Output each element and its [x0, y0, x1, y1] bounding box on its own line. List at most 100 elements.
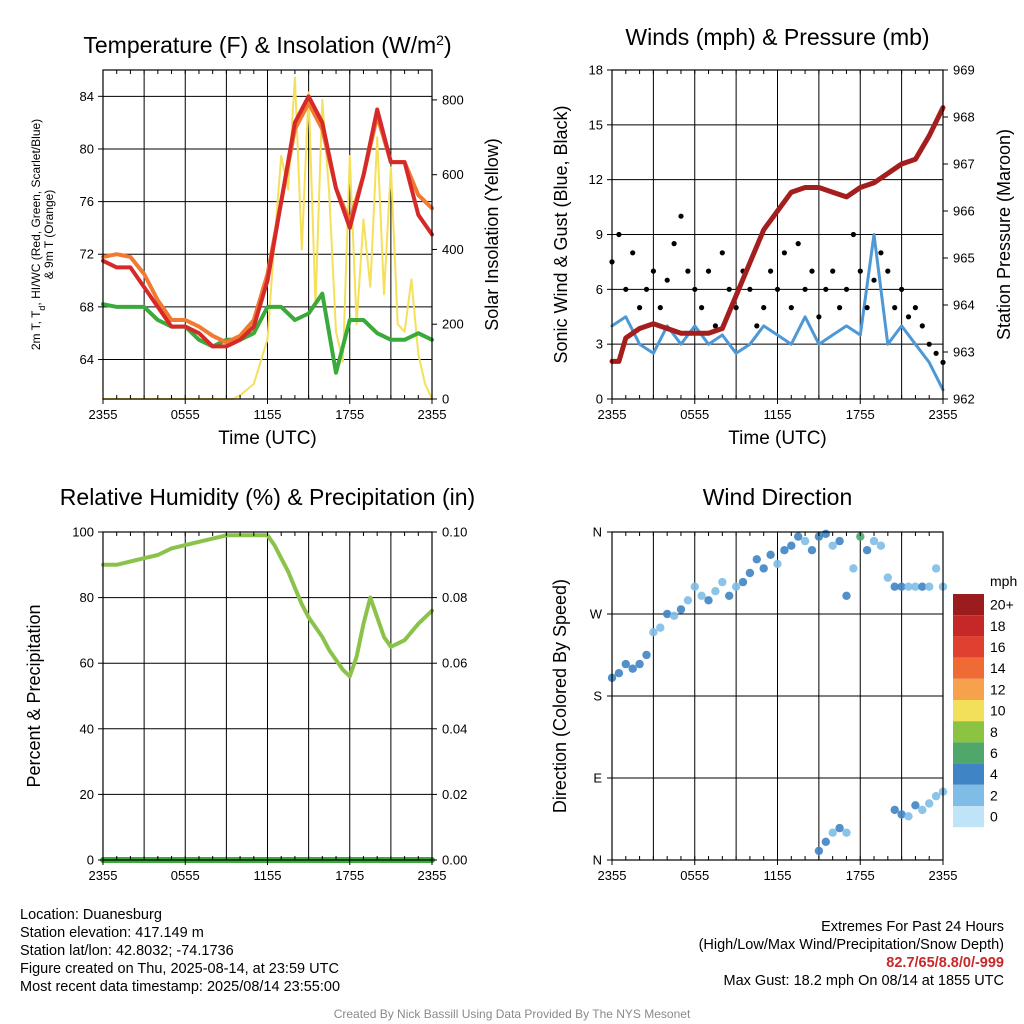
y2-tick-label: 968 — [953, 110, 975, 125]
y2-tick-label: 963 — [953, 345, 975, 360]
y-tick-label: W — [590, 607, 603, 622]
gust-point — [809, 268, 815, 274]
y2-tick-label: 966 — [953, 204, 975, 219]
direction-point — [835, 823, 844, 833]
gust-point — [774, 286, 781, 292]
colorbar-swatch — [953, 806, 984, 828]
y-tick-label: 80 — [80, 141, 94, 156]
gust-point — [878, 250, 884, 256]
max-gust-text: Max Gust: 18.2 mph On 08/14 at 1855 UTC — [723, 973, 1004, 989]
panel-2: 2355 0555 1155 1755 2355 Winds (mph) & Pressu… — [551, 24, 1014, 449]
x-tick-label: 1755 — [335, 868, 364, 883]
y2-axis-label: Station Pressure (Maroon) — [994, 129, 1014, 340]
y2-tick-label: 0 — [442, 392, 449, 407]
title-superscript: 2 — [436, 32, 444, 48]
direction-point — [856, 532, 865, 541]
colorbar-swatch — [953, 657, 984, 679]
gust-point — [933, 350, 939, 356]
gust-point — [885, 268, 891, 274]
extremes-subtitle: (High/Low/Max Wind/Precipitation/Snow De… — [698, 937, 1004, 953]
direction-point — [814, 846, 824, 856]
panel-title: Relative Humidity (%) & Precipitation (i… — [60, 484, 475, 510]
title-text-end: ) — [444, 32, 452, 58]
x-tick-label: 1755 — [846, 868, 875, 883]
x-axis-label: Time (UTC) — [728, 428, 827, 449]
gust-point — [650, 268, 657, 274]
x-tick-label: 0555 — [171, 868, 200, 883]
panel-4: 2355 0555 1155 1755 2355 Wind Direction N E S W N D… — [550, 484, 1017, 883]
x-tick-label: 0555 — [171, 407, 200, 422]
x-tick-label: 2355 — [929, 407, 958, 422]
x-tick-label: 2355 — [929, 868, 958, 883]
y-tick-label: 40 — [80, 721, 94, 736]
direction-point — [752, 555, 761, 564]
gust-point — [747, 286, 753, 292]
gust-point — [754, 323, 760, 329]
gust-point — [788, 305, 794, 311]
elevation-text: Station elevation: 417.149 m — [20, 925, 204, 941]
panel-3: 2355 0555 1155 1755 2355 Relative Humidity (%… — [24, 484, 475, 883]
direction-point — [766, 550, 775, 559]
direction-point — [663, 609, 672, 619]
direction-point — [890, 582, 899, 591]
gust-point — [843, 286, 850, 292]
colorbar-level-label: 16 — [990, 639, 1006, 655]
y2-tick-label: 200 — [442, 317, 464, 332]
extremes-values: 82.7/65/8.8/0/-999 — [886, 955, 1004, 971]
series-line-solar-insolation — [102, 76, 433, 400]
y2-tick-label: 0.10 — [442, 525, 467, 540]
x-tick-label: 2355 — [89, 407, 118, 422]
direction-point — [931, 792, 941, 801]
direction-point — [828, 541, 837, 550]
direction-point — [925, 582, 934, 591]
gust-point — [699, 305, 705, 311]
direction-point — [656, 623, 665, 632]
created-text: Figure created on Thu, 2025-08-14, at 23… — [20, 961, 339, 977]
direction-point — [869, 536, 879, 546]
gust-point — [657, 305, 663, 311]
y-tick-label: 18 — [589, 63, 603, 78]
colorbar-swatch — [953, 615, 984, 637]
series-line-td — [101, 291, 434, 375]
direction-point — [897, 582, 906, 591]
gust-point — [719, 250, 725, 256]
direction-point — [773, 559, 782, 569]
direction-point — [614, 669, 624, 678]
y-tick-label: 64 — [80, 352, 94, 367]
y-axis-label: 2m T, Td, HI/WC (Red, Green, Scarlet/Blu… — [29, 119, 47, 350]
x-tick-label: 1155 — [254, 868, 282, 883]
direction-point — [814, 532, 824, 541]
y2-tick-label: 962 — [953, 392, 975, 407]
title-text: Relative Humidity (%) & Precipitation (i… — [60, 484, 475, 510]
direction-point — [897, 810, 906, 819]
colorbar-swatch — [953, 678, 984, 700]
y-label-part: , HI/WC (Red, Green, Scarlet/Blue) — [29, 119, 43, 306]
direction-point — [904, 582, 913, 591]
direction-point — [931, 564, 941, 573]
gust-point — [623, 286, 629, 292]
y-tick-label: 9 — [596, 227, 603, 242]
colorbar-level-label: 8 — [990, 724, 998, 740]
extremes-title: Extremes For Past 24 Hours — [821, 919, 1004, 935]
gust-point — [857, 268, 863, 274]
y-tick-label: 80 — [80, 590, 94, 605]
gust-point — [781, 250, 788, 256]
colorbar-level-label: 12 — [990, 681, 1006, 697]
y-tick-label: 0 — [87, 853, 94, 868]
title-text: Temperature (F) & Insolation (W/m — [83, 32, 436, 58]
gust-point — [685, 268, 691, 274]
y2-tick-label: 0.02 — [442, 787, 467, 802]
direction-point — [876, 541, 886, 550]
gust-point — [892, 305, 898, 311]
panel-title: Wind Direction — [703, 484, 853, 510]
colorbar-swatch — [953, 742, 984, 764]
colorbar-level-label: 10 — [990, 703, 1006, 719]
y2-tick-label: 800 — [442, 92, 464, 107]
gust-point — [919, 323, 925, 329]
gust-point — [905, 314, 912, 320]
direction-point — [800, 536, 810, 546]
gust-point — [795, 241, 801, 247]
direction-point — [918, 805, 927, 815]
colorbar-swatch — [953, 784, 984, 806]
direction-point — [642, 650, 651, 660]
